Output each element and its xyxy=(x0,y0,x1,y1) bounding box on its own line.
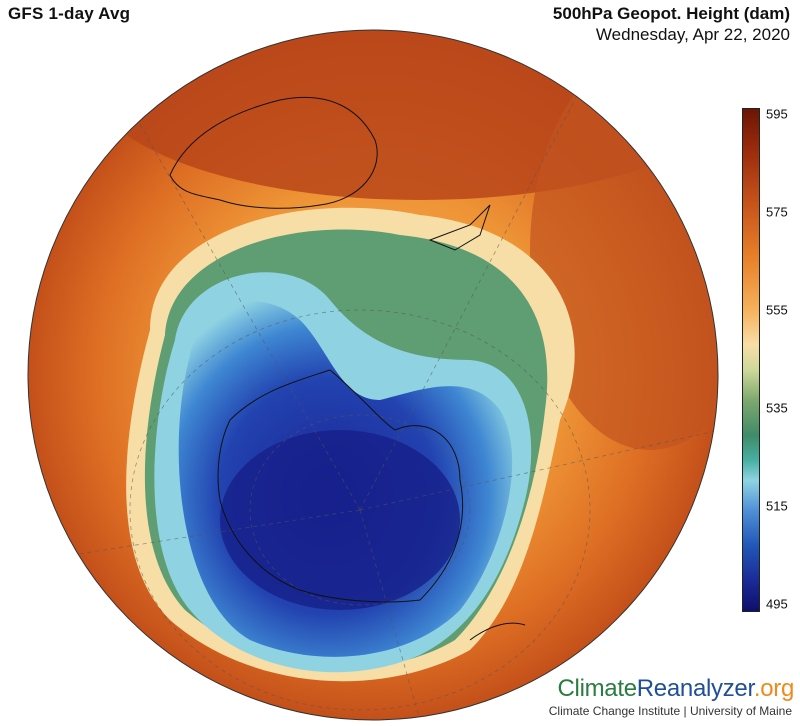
deepest-low xyxy=(220,430,460,610)
colorbar-tick: 495 xyxy=(766,596,788,612)
colorbar-gradient xyxy=(742,108,760,612)
brand-logo[interactable]: ClimateReanalyzer.org xyxy=(558,675,795,703)
credit-line: Climate Change Institute | University of… xyxy=(548,704,792,718)
date-label: Wednesday, Apr 22, 2020 xyxy=(595,25,790,44)
title-right: 500hPa Geopot. Height (dam) Wednesday, A… xyxy=(553,4,790,45)
colorbar-tick: 595 xyxy=(766,106,788,122)
graticule xyxy=(39,89,718,720)
colorbar-tick: 535 xyxy=(766,400,788,416)
brand-part-climate: Climate xyxy=(557,675,638,702)
south-america-tip xyxy=(469,622,526,641)
new-zealand-outline xyxy=(428,204,491,251)
colorbar-tick: 575 xyxy=(766,204,788,220)
australia-outline xyxy=(169,96,378,209)
colorbar-tick: 515 xyxy=(766,498,788,514)
brand-part-org: .org xyxy=(753,675,794,702)
colorbar-tick: 555 xyxy=(766,302,788,318)
globe-edge xyxy=(27,29,719,721)
title-left: GFS 1-day Avg xyxy=(8,4,131,23)
maritime-se-asia xyxy=(59,69,161,111)
colorbar: 595 575 555 535 515 495 xyxy=(742,104,800,614)
brand-part-reanalyzer: Reanalyzer xyxy=(636,675,754,702)
variable-title: 500hPa Geopot. Height (dam) xyxy=(552,4,790,23)
antarctica-outline xyxy=(217,369,464,603)
